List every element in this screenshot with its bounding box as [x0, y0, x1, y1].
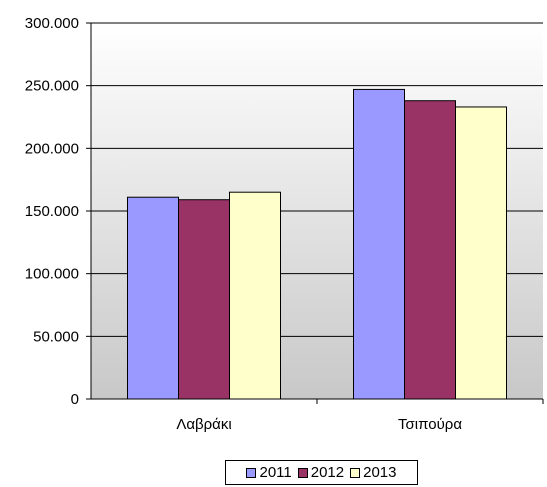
bar-2012-1	[404, 100, 456, 400]
y-tick-label: 200.000	[25, 140, 79, 157]
bar-2012-0	[178, 199, 230, 400]
y-tick-label: 100.000	[25, 266, 79, 283]
y-tick-label: 0	[71, 391, 79, 408]
chart-legend: 2011 2012 2013	[225, 460, 418, 485]
legend-swatch	[246, 467, 257, 478]
legend-label: 2012	[310, 464, 345, 481]
x-tick-labels: Λαβράκι Τσιπούρα	[176, 416, 462, 433]
bar-2011-1	[353, 88, 405, 400]
bar-2013-0	[229, 191, 281, 400]
y-tick-label: 50.000	[33, 328, 79, 345]
x-category-label: Τσιπούρα	[398, 416, 462, 433]
y-tick-labels: 0 50.000 100.000 150.000 200.000 250.000 300.0…	[25, 15, 79, 408]
y-tick-label: 150.000	[25, 203, 79, 220]
legend-item-2012: 2012	[297, 464, 345, 481]
x-category-label: Λαβράκι	[176, 416, 231, 433]
y-tick-label: 300.000	[25, 15, 79, 32]
legend-label: 2011	[259, 464, 292, 481]
legend-swatch	[297, 467, 308, 478]
bars	[127, 88, 507, 400]
legend-label: 2013	[363, 464, 397, 481]
legend-swatch	[350, 467, 361, 478]
legend-item-2013: 2013	[350, 464, 397, 481]
bar-2013-1	[455, 106, 507, 400]
legend-item-2011: 2011	[246, 464, 292, 481]
y-tick-label: 250.000	[25, 78, 79, 95]
bar-2011-0	[127, 196, 179, 400]
axes	[86, 22, 544, 404]
